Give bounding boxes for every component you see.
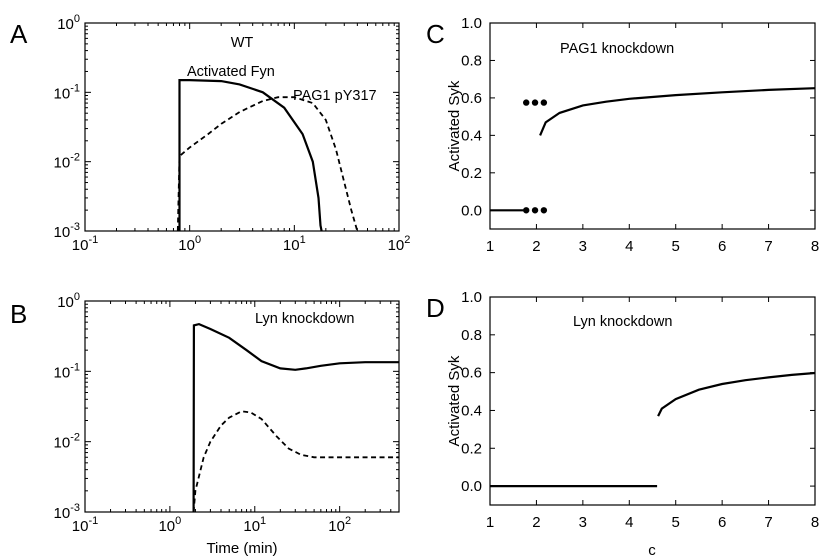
data-point xyxy=(540,99,548,106)
x-tick-label: 8 xyxy=(811,238,819,255)
series-line-series-2 xyxy=(657,371,815,417)
plot-frame xyxy=(489,22,816,230)
series-line-series-2 xyxy=(192,410,399,512)
x-tick-label: 2 xyxy=(532,514,540,531)
x-tick-label: 5 xyxy=(672,238,680,255)
y-tick-label: 100 xyxy=(57,291,80,311)
x-tick-label: 100 xyxy=(178,234,201,254)
x-tick-label: 7 xyxy=(764,238,772,255)
panel-letter: A xyxy=(10,19,28,49)
series-line-series-1 xyxy=(192,322,399,512)
x-tick-label: 10-1 xyxy=(72,234,98,254)
y-tick-label: 0.8 xyxy=(461,327,482,344)
y-tick-label: 0.0 xyxy=(461,478,482,495)
data-point xyxy=(523,207,530,214)
panel-title: Lyn knockdown xyxy=(255,311,354,327)
panel-letter: B xyxy=(10,299,27,329)
x-tick-label: 101 xyxy=(283,234,306,254)
series-annotation: PAG1 pY317 xyxy=(293,88,377,104)
x-tick-label: 1 xyxy=(486,238,494,255)
x-tick-label: 2 xyxy=(532,238,540,255)
x-tick-label: 6 xyxy=(718,514,726,531)
x-tick-label: 100 xyxy=(158,515,181,535)
x-tick-label: 4 xyxy=(625,514,633,531)
y-tick-label: 0.4 xyxy=(461,402,482,419)
panel-a: 10-1 100 101 102 10-3 10-2 10-1 100 A WT Activated… xyxy=(10,13,410,254)
y-tick-label: 10-2 xyxy=(54,432,80,452)
series-line-series-2 xyxy=(539,87,815,136)
data-point xyxy=(531,99,539,106)
x-tick-label: 5 xyxy=(672,514,680,531)
data-point xyxy=(540,207,548,214)
x-tick-label: 10-1 xyxy=(72,515,98,535)
y-axis-title: Activated Syk xyxy=(446,80,463,171)
x-tick-label: 102 xyxy=(388,234,411,254)
panel-letter: D xyxy=(426,293,445,323)
data-point xyxy=(523,99,530,106)
x-tick-label: 4 xyxy=(625,238,633,255)
series-line-pag1-py317 xyxy=(176,96,359,231)
y-tick-label: 10-3 xyxy=(54,221,80,241)
x-tick-label: 3 xyxy=(579,238,587,255)
y-tick-label: 0.6 xyxy=(461,365,482,382)
series-annotation: Activated Fyn xyxy=(187,64,275,80)
x-axis-title-c: c xyxy=(648,542,656,557)
panel-b: 10-1 100 101 102 10-3 10-2 10-1 100 B Lyn knockdo… xyxy=(10,291,400,535)
y-tick-label: 10-1 xyxy=(54,82,80,102)
panel-d: 1 2 3 4 5 6 7 8 0.0 0.2 0.4 0.6 0.8 1.0 D Lyn knockdown… xyxy=(426,289,819,531)
y-tick-label: 10-2 xyxy=(54,152,80,172)
y-tick-label: 100 xyxy=(57,13,80,33)
x-axis-title-time: Time (min) xyxy=(206,540,277,557)
plot-frame xyxy=(84,300,400,513)
y-tick-label: 10-1 xyxy=(54,361,80,381)
panel-letter: C xyxy=(426,19,445,49)
y-tick-label: 0.2 xyxy=(461,165,482,182)
y-tick-label: 1.0 xyxy=(461,15,482,32)
x-tick-label: 8 xyxy=(811,514,819,531)
y-tick-label: 0.4 xyxy=(461,127,482,144)
y-tick-label: 0.8 xyxy=(461,52,482,69)
panel-title: Lyn knockdown xyxy=(573,314,672,330)
y-tick-label: 1.0 xyxy=(461,289,482,306)
plot-frame xyxy=(84,22,400,232)
panel-title: WT xyxy=(231,35,254,51)
data-point xyxy=(531,207,539,214)
series-line-activated-fyn xyxy=(178,79,323,231)
x-tick-label: 6 xyxy=(718,238,726,255)
x-tick-label: 1 xyxy=(486,514,494,531)
y-axis-title: Activated Syk xyxy=(446,355,463,446)
plot-frame xyxy=(489,296,816,506)
x-tick-label: 101 xyxy=(243,515,266,535)
x-tick-label: 3 xyxy=(579,514,587,531)
panel-c: 1 2 3 4 5 6 7 8 0.0 0.2 0.4 0.6 0.8 1.0 C PAG1 knockdow… xyxy=(426,15,819,255)
panel-title: PAG1 knockdown xyxy=(560,41,674,57)
x-tick-label: 102 xyxy=(328,515,351,535)
y-tick-label: 10-3 xyxy=(54,502,80,522)
x-tick-label: 7 xyxy=(764,514,772,531)
y-tick-label: 0.0 xyxy=(461,202,482,219)
y-tick-label: 0.2 xyxy=(461,440,482,457)
y-tick-label: 0.6 xyxy=(461,90,482,107)
